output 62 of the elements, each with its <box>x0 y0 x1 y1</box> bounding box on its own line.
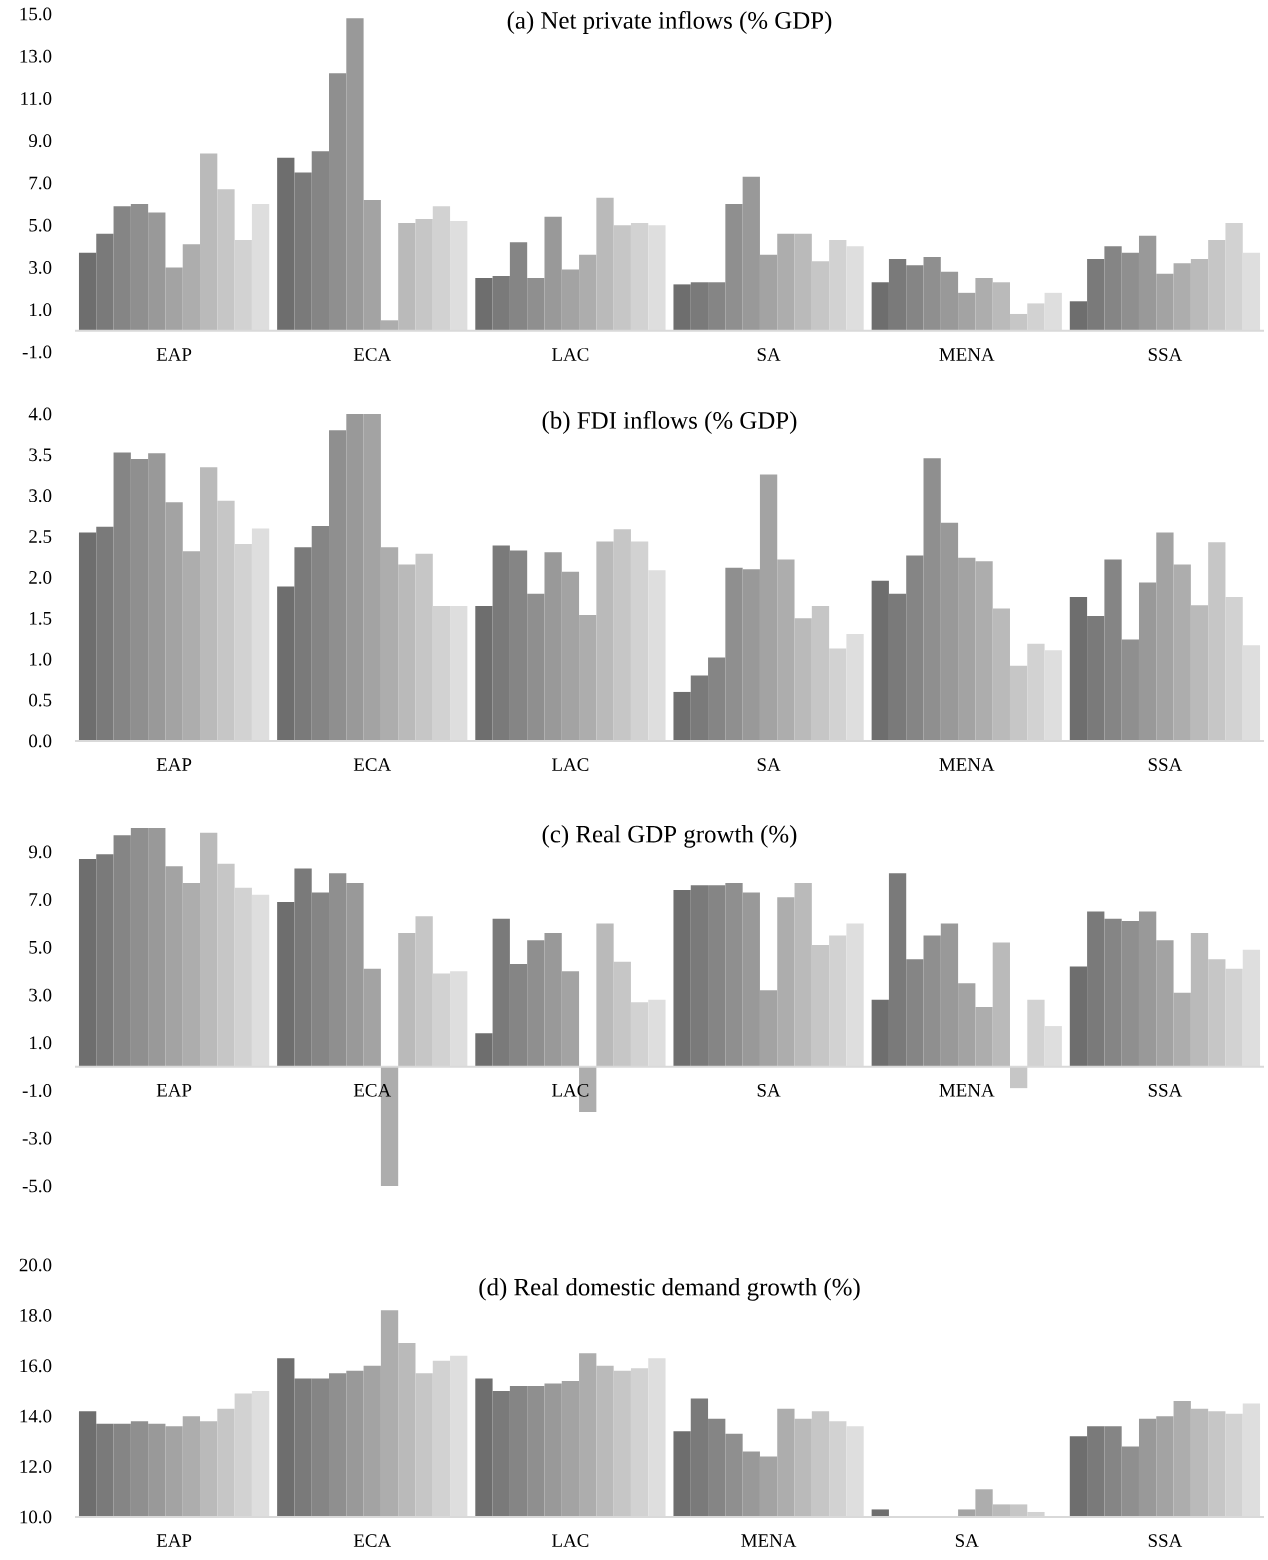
y-tick-label: 1.0 <box>30 1036 52 1050</box>
x-tick-label: SSA <box>1148 1083 1183 1097</box>
y-tick-label: 12.0 <box>20 1460 52 1474</box>
y-tick-label: 1.0 <box>30 652 52 666</box>
y-tick-label: 13.0 <box>20 49 52 63</box>
y-tick-label: 5.0 <box>29 940 52 954</box>
y-tick-label: 5.0 <box>29 218 52 232</box>
x-tick-label: MENA <box>939 1083 995 1097</box>
x-tick-label: MENA <box>741 1534 797 1547</box>
y-tick-label: -3.0 <box>22 1131 52 1145</box>
y-tick-label: 16.0 <box>20 1359 52 1373</box>
y-tick-label: 3.5 <box>29 448 52 462</box>
y-tick-label: 7.0 <box>29 176 52 190</box>
y-tick-label: 0.0 <box>29 734 52 748</box>
x-tick-label: SA <box>757 758 781 771</box>
y-tick-label: 2.5 <box>29 530 52 544</box>
x-tick-label: ECA <box>353 348 392 361</box>
y-tick-label: 14.0 <box>20 1409 52 1423</box>
y-tick-label: 2.0 <box>29 571 52 584</box>
y-tick-label: 0.5 <box>29 693 52 707</box>
y-tick-label: -1.0 <box>22 345 52 359</box>
x-tick-label: LAC <box>552 1083 589 1097</box>
x-tick-label: LAC <box>552 348 589 361</box>
x-tick-label: EAP <box>156 1534 192 1547</box>
y-tick-label: 1.0 <box>30 303 52 317</box>
chart-title: (b) FDI inflows (% GDP) <box>542 411 797 434</box>
x-tick-label: SSA <box>1148 1534 1183 1547</box>
chart-title: (c) Real GDP growth (%) <box>542 825 797 848</box>
x-tick-label: SA <box>757 1083 781 1097</box>
x-tick-label: EAP <box>156 1083 192 1097</box>
y-tick-label: 3.0 <box>29 489 52 503</box>
y-tick-label: 9.0 <box>28 134 52 148</box>
x-tick-label: MENA <box>939 758 995 771</box>
x-tick-label: SSA <box>1148 758 1183 771</box>
y-tick-label: 11.0 <box>21 92 52 105</box>
x-tick-label: LAC <box>552 1534 589 1547</box>
x-tick-label: EAP <box>156 348 192 361</box>
bar <box>1009 1066 1028 1089</box>
y-tick-label: 9.0 <box>28 845 52 859</box>
y-tick-label: 15.0 <box>20 7 52 21</box>
x-tick-label: EAP <box>156 758 192 771</box>
x-tick-label: SA <box>955 1534 979 1547</box>
y-tick-label: -5.0 <box>22 1179 52 1193</box>
x-tick-label: SA <box>757 348 781 361</box>
y-tick-label: -1.0 <box>22 1084 52 1097</box>
y-tick-label: 18.0 <box>20 1308 52 1322</box>
bar <box>992 942 1010 1067</box>
y-tick-label: 3.0 <box>29 988 52 1002</box>
x-tick-label: ECA <box>353 1083 392 1097</box>
chart-title: (a) Net private inflows (% GDP) <box>507 11 832 34</box>
y-tick-label: 7.0 <box>29 893 52 907</box>
y-tick-label: 1.5 <box>30 611 52 625</box>
x-tick-label: MENA <box>939 348 995 361</box>
y-tick-label: 20.0 <box>19 1258 52 1272</box>
x-tick-label: ECA <box>353 1534 392 1547</box>
x-tick-label: SSA <box>1148 348 1183 361</box>
x-tick-label: LAC <box>552 758 589 771</box>
y-tick-label: 3.0 <box>29 261 52 274</box>
y-tick-label: 4.0 <box>28 407 52 421</box>
chart-title: (d) Real domestic demand growth (%) <box>479 1278 860 1301</box>
y-tick-label: 10.0 <box>20 1510 52 1524</box>
x-tick-label: ECA <box>353 758 392 771</box>
